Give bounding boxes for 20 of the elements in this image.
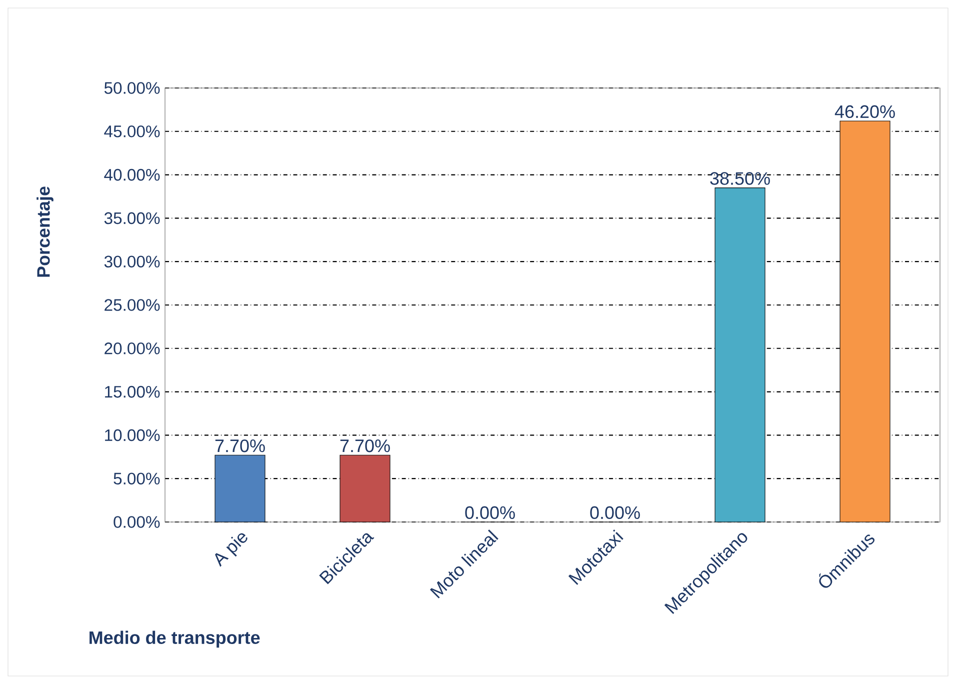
y-tick-label: 0.00%: [114, 516, 160, 528]
y-tick-label: 45.00%: [104, 126, 160, 138]
y-tick-label: 50.00%: [104, 82, 160, 94]
y-tick-label: 5.00%: [114, 472, 160, 484]
data-label: 0.00%: [465, 506, 515, 520]
x-axis-title: Medio de transporte: [90, 630, 260, 648]
data-label: 0.00%: [590, 506, 640, 520]
y-tick-label: 15.00%: [105, 386, 160, 398]
data-label: 7.70%: [340, 439, 390, 452]
y-tick-label: 20.00%: [104, 342, 160, 354]
y-tick-label: 25.00%: [104, 299, 160, 311]
data-label: 46.20%: [834, 105, 895, 118]
data-label: 7.70%: [215, 439, 265, 452]
y-tick-label: 10.00%: [105, 429, 160, 442]
y-tick-label: 30.00%: [104, 256, 160, 268]
y-axis-title: Porcentaje: [36, 186, 54, 277]
data-label: 38.50%: [710, 172, 770, 185]
x-tick-label: A pie: [215, 533, 248, 567]
y-tick-label: 35.00%: [104, 212, 160, 224]
y-tick-label: 40.00%: [104, 168, 160, 181]
